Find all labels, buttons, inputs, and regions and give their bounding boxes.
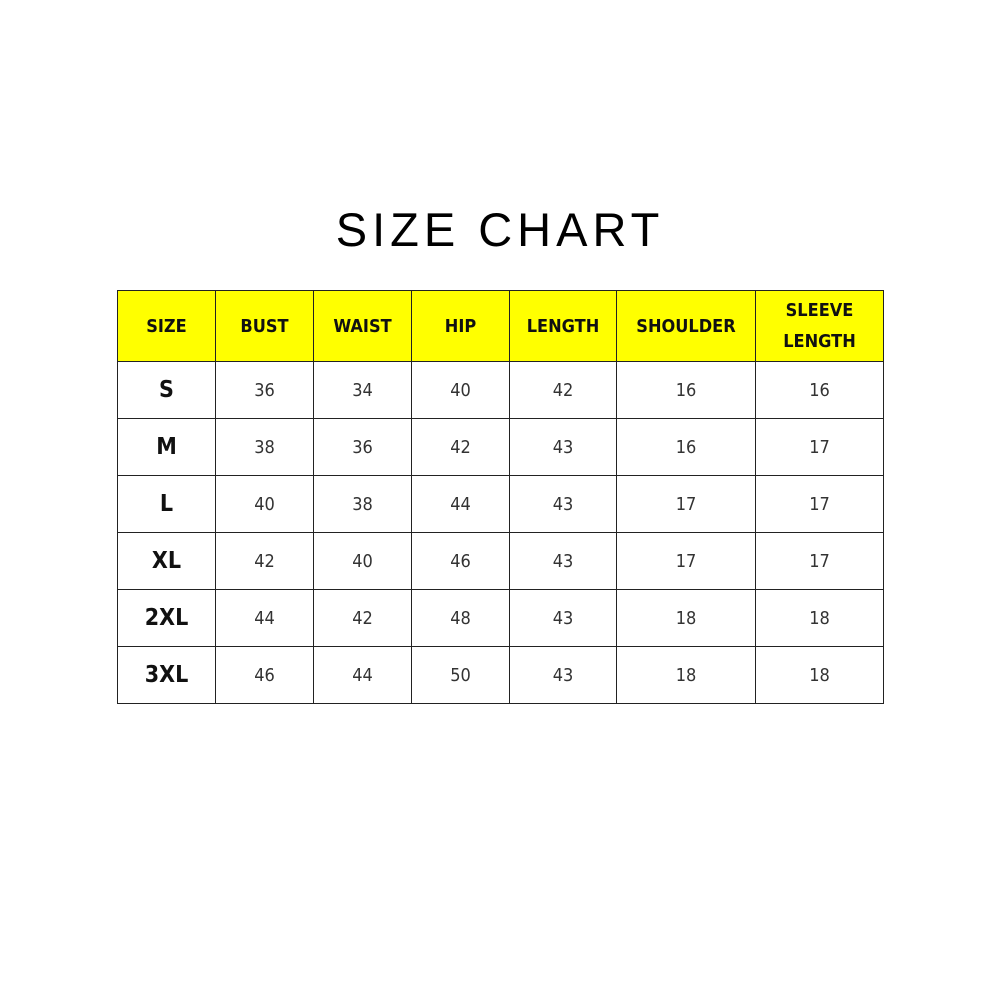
measurement-cell: 18 [616, 589, 756, 647]
column-header-bust: BUST [215, 290, 314, 362]
measurement-cell: 16 [755, 361, 884, 419]
table-row: M 38 36 42 43 16 17 [117, 418, 884, 476]
size-chart-table: SIZE BUST WAIST HIP LENGTH SHOULDER SLEEVE LEN… [117, 290, 884, 704]
measurement-cell: 17 [755, 418, 884, 476]
table-row: L 40 38 44 43 17 17 [117, 475, 884, 533]
column-header-hip: HIP [411, 290, 510, 362]
table-row: XL 42 40 46 43 17 17 [117, 532, 884, 590]
table-row: 3XL 46 44 50 43 18 18 [117, 646, 884, 704]
measurement-cell: 44 [411, 475, 510, 533]
measurement-cell: 46 [411, 532, 510, 590]
measurement-cell: 17 [755, 475, 884, 533]
measurement-cell: 43 [509, 475, 617, 533]
size-label: 2XL [117, 589, 216, 647]
measurement-cell: 48 [411, 589, 510, 647]
header-row: SIZE BUST WAIST HIP LENGTH SHOULDER SLEEVE LEN… [117, 290, 884, 362]
measurement-cell: 40 [215, 475, 314, 533]
measurement-cell: 18 [616, 646, 756, 704]
measurement-cell: 36 [215, 361, 314, 419]
measurement-cell: 44 [215, 589, 314, 647]
measurement-cell: 17 [616, 475, 756, 533]
measurement-cell: 42 [411, 418, 510, 476]
measurement-cell: 44 [313, 646, 412, 704]
table-row: S 36 34 40 42 16 16 [117, 361, 884, 419]
page-title: SIZE CHART [335, 203, 665, 256]
measurement-cell: 46 [215, 646, 314, 704]
measurement-cell: 40 [411, 361, 510, 419]
measurement-cell: 34 [313, 361, 412, 419]
measurement-cell: 42 [215, 532, 314, 590]
measurement-cell: 43 [509, 646, 617, 704]
measurement-cell: 38 [215, 418, 314, 476]
measurement-cell: 50 [411, 646, 510, 704]
measurement-cell: 43 [509, 589, 617, 647]
measurement-cell: 16 [616, 418, 756, 476]
size-label: L [117, 475, 216, 533]
size-label: M [117, 418, 216, 476]
measurement-cell: 42 [313, 589, 412, 647]
size-label: 3XL [117, 646, 216, 704]
measurement-cell: 42 [509, 361, 617, 419]
measurement-cell: 43 [509, 418, 617, 476]
column-header-sleeve-length: SLEEVE LENGTH [755, 290, 884, 362]
table-row: 2XL 44 42 48 43 18 18 [117, 589, 884, 647]
measurement-cell: 43 [509, 532, 617, 590]
column-header-waist: WAIST [313, 290, 412, 362]
measurement-cell: 40 [313, 532, 412, 590]
measurement-cell: 18 [755, 589, 884, 647]
measurement-cell: 17 [616, 532, 756, 590]
size-label: S [117, 361, 216, 419]
column-header-shoulder: SHOULDER [616, 290, 756, 362]
column-header-length: LENGTH [509, 290, 617, 362]
measurement-cell: 17 [755, 532, 884, 590]
measurement-cell: 36 [313, 418, 412, 476]
column-header-size: SIZE [117, 290, 216, 362]
measurement-cell: 38 [313, 475, 412, 533]
size-label: XL [117, 532, 216, 590]
measurement-cell: 16 [616, 361, 756, 419]
measurement-cell: 18 [755, 646, 884, 704]
